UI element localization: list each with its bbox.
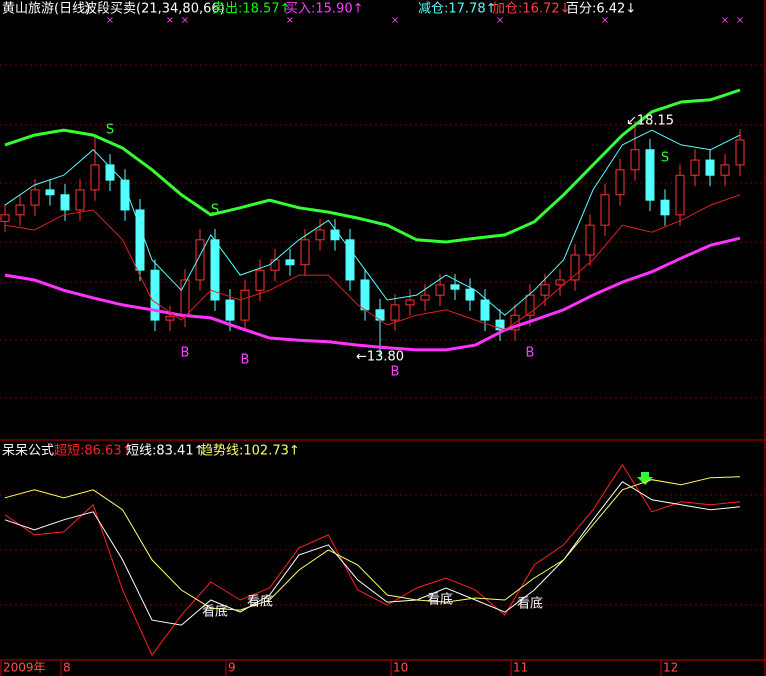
x-tick-label: 12: [663, 661, 678, 675]
candle-body: [360, 279, 370, 311]
candle-body: [720, 164, 730, 176]
panel-title: 呆呆公式: [2, 444, 54, 459]
candle-body: [630, 149, 640, 171]
readout: 减仓:17.78↑: [418, 2, 497, 17]
top-mark: ×: [106, 15, 114, 26]
candle-body: [495, 319, 505, 331]
candle-body: [120, 179, 130, 211]
x-tick-label: 9: [228, 661, 236, 675]
annotation: ←13.80: [356, 349, 404, 364]
indicator-name: 波段买卖(21,34,80,66): [84, 2, 225, 17]
readout: 买入:15.90↑: [285, 2, 364, 17]
candle-body: [180, 279, 190, 317]
candle-body: [570, 254, 580, 281]
candle-body: [285, 259, 295, 266]
indicator-line: [4, 129, 741, 316]
candle-body: [690, 159, 700, 176]
legend-entry: 超短:86.63↑: [54, 444, 133, 459]
candle-body: [660, 199, 670, 216]
candle-body: [615, 169, 625, 196]
annotation: S: [211, 202, 219, 217]
annotation: 看底: [247, 594, 273, 610]
signal-arrow: [637, 472, 653, 485]
annotation: B: [181, 346, 190, 361]
candle-body: [345, 239, 355, 281]
candle-body: [675, 174, 685, 216]
annotation: B: [391, 365, 400, 380]
annotation: 看底: [427, 592, 453, 608]
x-tick-label: 2009年: [3, 661, 46, 675]
top-mark: ×: [391, 15, 399, 26]
candle-body: [255, 269, 265, 291]
candle-body: [135, 209, 145, 271]
legend-entry: 短线:83.41↑: [126, 444, 205, 459]
top-mark: ×: [166, 15, 174, 26]
candle-body: [450, 284, 460, 290]
annotation: 看底: [517, 596, 543, 612]
candle-body: [435, 284, 445, 296]
readout: 百分:6.42↓: [566, 2, 636, 17]
candle-body: [540, 284, 550, 296]
annotation: S: [661, 150, 669, 165]
candle-body: [45, 189, 55, 196]
top-mark: ×: [496, 15, 504, 26]
top-mark: ×: [736, 15, 744, 26]
candle-body: [480, 299, 490, 321]
candle-body: [585, 224, 595, 256]
candle-body: [240, 289, 250, 321]
annotation: B: [526, 346, 535, 361]
candle-body: [465, 288, 475, 301]
x-tick-label: 10: [393, 661, 408, 675]
candle-body: [555, 279, 565, 286]
top-mark: ×: [286, 15, 294, 26]
candle-body: [420, 294, 430, 301]
candle-body: [405, 299, 415, 306]
candle-body: [315, 229, 325, 241]
candle-body: [225, 299, 235, 321]
indicator-line: [4, 236, 741, 352]
candle-body: [60, 194, 70, 211]
annotation: 看底: [202, 604, 228, 620]
indicator-line: [4, 481, 741, 626]
candle-body: [270, 259, 280, 271]
candle-body: [390, 304, 400, 321]
indicator-line: [4, 463, 741, 657]
candle-body: [195, 239, 205, 281]
readout: 加仓:16.72↓: [492, 2, 571, 17]
top-mark: ×: [601, 15, 609, 26]
candle-body: [600, 194, 610, 226]
top-mark: ×: [181, 15, 189, 26]
candle-body: [645, 149, 655, 201]
indicator-line: [4, 194, 741, 331]
candle-body: [90, 164, 100, 191]
annotation: S: [106, 123, 114, 138]
top-mark: ×: [721, 15, 729, 26]
candle-body: [0, 214, 10, 222]
readout: 卖出:18.57↑: [212, 2, 291, 17]
candle-body: [705, 159, 715, 176]
indicator-line: [4, 88, 741, 244]
x-tick-label: 11: [513, 661, 528, 675]
candle-body: [165, 315, 175, 321]
indicator-line: [4, 476, 741, 611]
candle-body: [330, 229, 340, 241]
candle-body: [525, 294, 535, 316]
candle-body: [105, 164, 115, 181]
candle-body: [150, 269, 160, 321]
candle-body: [75, 189, 85, 211]
annotation: ↙18.15: [626, 113, 674, 128]
stock-title: 黄山旅游(日线): [2, 2, 90, 17]
candle-body: [30, 189, 40, 206]
candle-body: [735, 139, 745, 166]
x-tick-label: 8: [63, 661, 71, 675]
annotation: B: [241, 353, 250, 368]
candle-body: [300, 239, 310, 266]
candle-body: [15, 204, 25, 216]
legend-entry: 趋势线:102.73↑: [200, 443, 300, 459]
